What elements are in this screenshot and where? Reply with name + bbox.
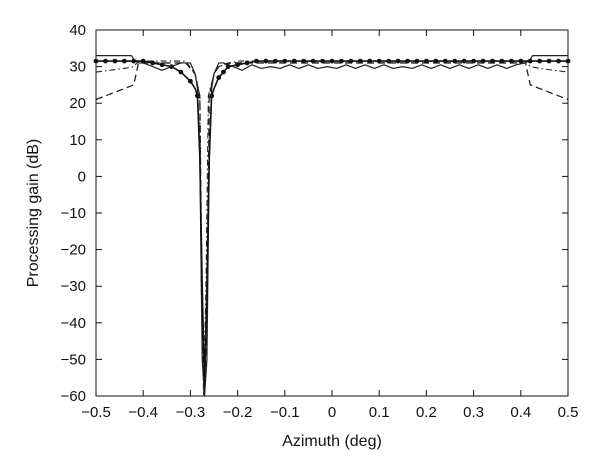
y-tick-label: 30: [69, 59, 86, 76]
series-marker: [121, 58, 127, 64]
series-marker: [405, 58, 410, 64]
series-marker: [140, 58, 146, 64]
series-marker: [527, 58, 533, 64]
x-tick-label: 0.2: [416, 404, 437, 421]
x-tick-label: 0.4: [510, 404, 531, 421]
series-marker: [216, 75, 222, 80]
series-marker: [178, 69, 184, 75]
series-marker: [442, 58, 448, 64]
series-marker: [235, 62, 241, 68]
plot-frame: [95, 29, 569, 397]
y-tick-label: −40: [61, 315, 86, 332]
x-axis-label: Azimuth (deg): [282, 433, 382, 450]
series-marker: [263, 58, 269, 64]
series-marker: [188, 78, 193, 84]
series-marker: [221, 69, 226, 75]
series-marker: [367, 58, 373, 64]
series-marker: [433, 58, 439, 64]
x-tick-label: 0.1: [369, 404, 390, 421]
series-marker: [348, 58, 354, 64]
series-marker: [376, 58, 382, 64]
plot-area: [93, 55, 571, 397]
series-marker: [461, 58, 467, 64]
series-marker: [386, 58, 392, 64]
series-marker: [272, 58, 278, 64]
x-tick-label: −0.3: [176, 404, 206, 421]
series-marker: [518, 58, 524, 64]
series-marker: [490, 58, 495, 64]
y-tick-label: −10: [61, 205, 86, 222]
series-marker: [452, 58, 458, 64]
series-marker: [537, 58, 543, 64]
series-marker: [150, 60, 156, 66]
y-tick-label: 0: [78, 168, 86, 185]
series-marker: [357, 58, 363, 64]
series-marker: [424, 58, 429, 64]
series-marker: [546, 58, 552, 64]
series-marker: [159, 62, 165, 68]
series-marker: [209, 93, 215, 99]
series-marker: [499, 58, 505, 64]
series-marker: [320, 58, 325, 64]
x-tick-label: −0.5: [81, 404, 111, 421]
x-tick-label: −0.4: [128, 404, 158, 421]
series-marker: [329, 58, 335, 64]
series-marker: [556, 58, 561, 64]
series-marker: [301, 58, 307, 64]
series-marker: [254, 58, 259, 64]
y-tick-label: −60: [61, 388, 86, 405]
y-tick-label: −50: [61, 351, 86, 368]
x-tick-label: 0.3: [463, 404, 484, 421]
series-marker: [131, 58, 137, 64]
series-marker: [169, 64, 174, 69]
series-marker: [395, 58, 401, 64]
series-marker: [471, 58, 476, 64]
series-line-solid-thin: [96, 55, 568, 397]
series-marker: [112, 58, 118, 64]
series-marker: [103, 58, 108, 64]
y-axis-label: Processing gain (dB): [25, 139, 42, 288]
axis-ticks: −0.5 −0.4 −0.3 −0.2 −0.1 0 0.1 0.2 0.3 0.4 0.5 −60 −…: [61, 22, 579, 421]
x-tick-label: 0.5: [558, 404, 579, 421]
x-tick-label: 0: [328, 404, 336, 421]
series-marker: [282, 58, 288, 64]
series-marker: [480, 58, 486, 64]
series-marker: [195, 93, 200, 99]
y-tick-label: −30: [61, 278, 86, 295]
y-tick-label: 10: [69, 132, 86, 149]
series-marker: [291, 58, 297, 64]
series-marker: [508, 58, 514, 64]
series-marker: [225, 64, 231, 69]
y-tick-label: 40: [69, 22, 86, 39]
y-tick-label: 20: [69, 95, 86, 112]
series-marker: [310, 58, 316, 64]
y-tick-label: −20: [61, 242, 86, 259]
x-tick-label: −0.1: [270, 404, 300, 421]
series-marker: [414, 58, 420, 64]
x-tick-label: −0.2: [223, 404, 253, 421]
series-marker: [244, 60, 250, 66]
series-marker: [339, 58, 344, 64]
